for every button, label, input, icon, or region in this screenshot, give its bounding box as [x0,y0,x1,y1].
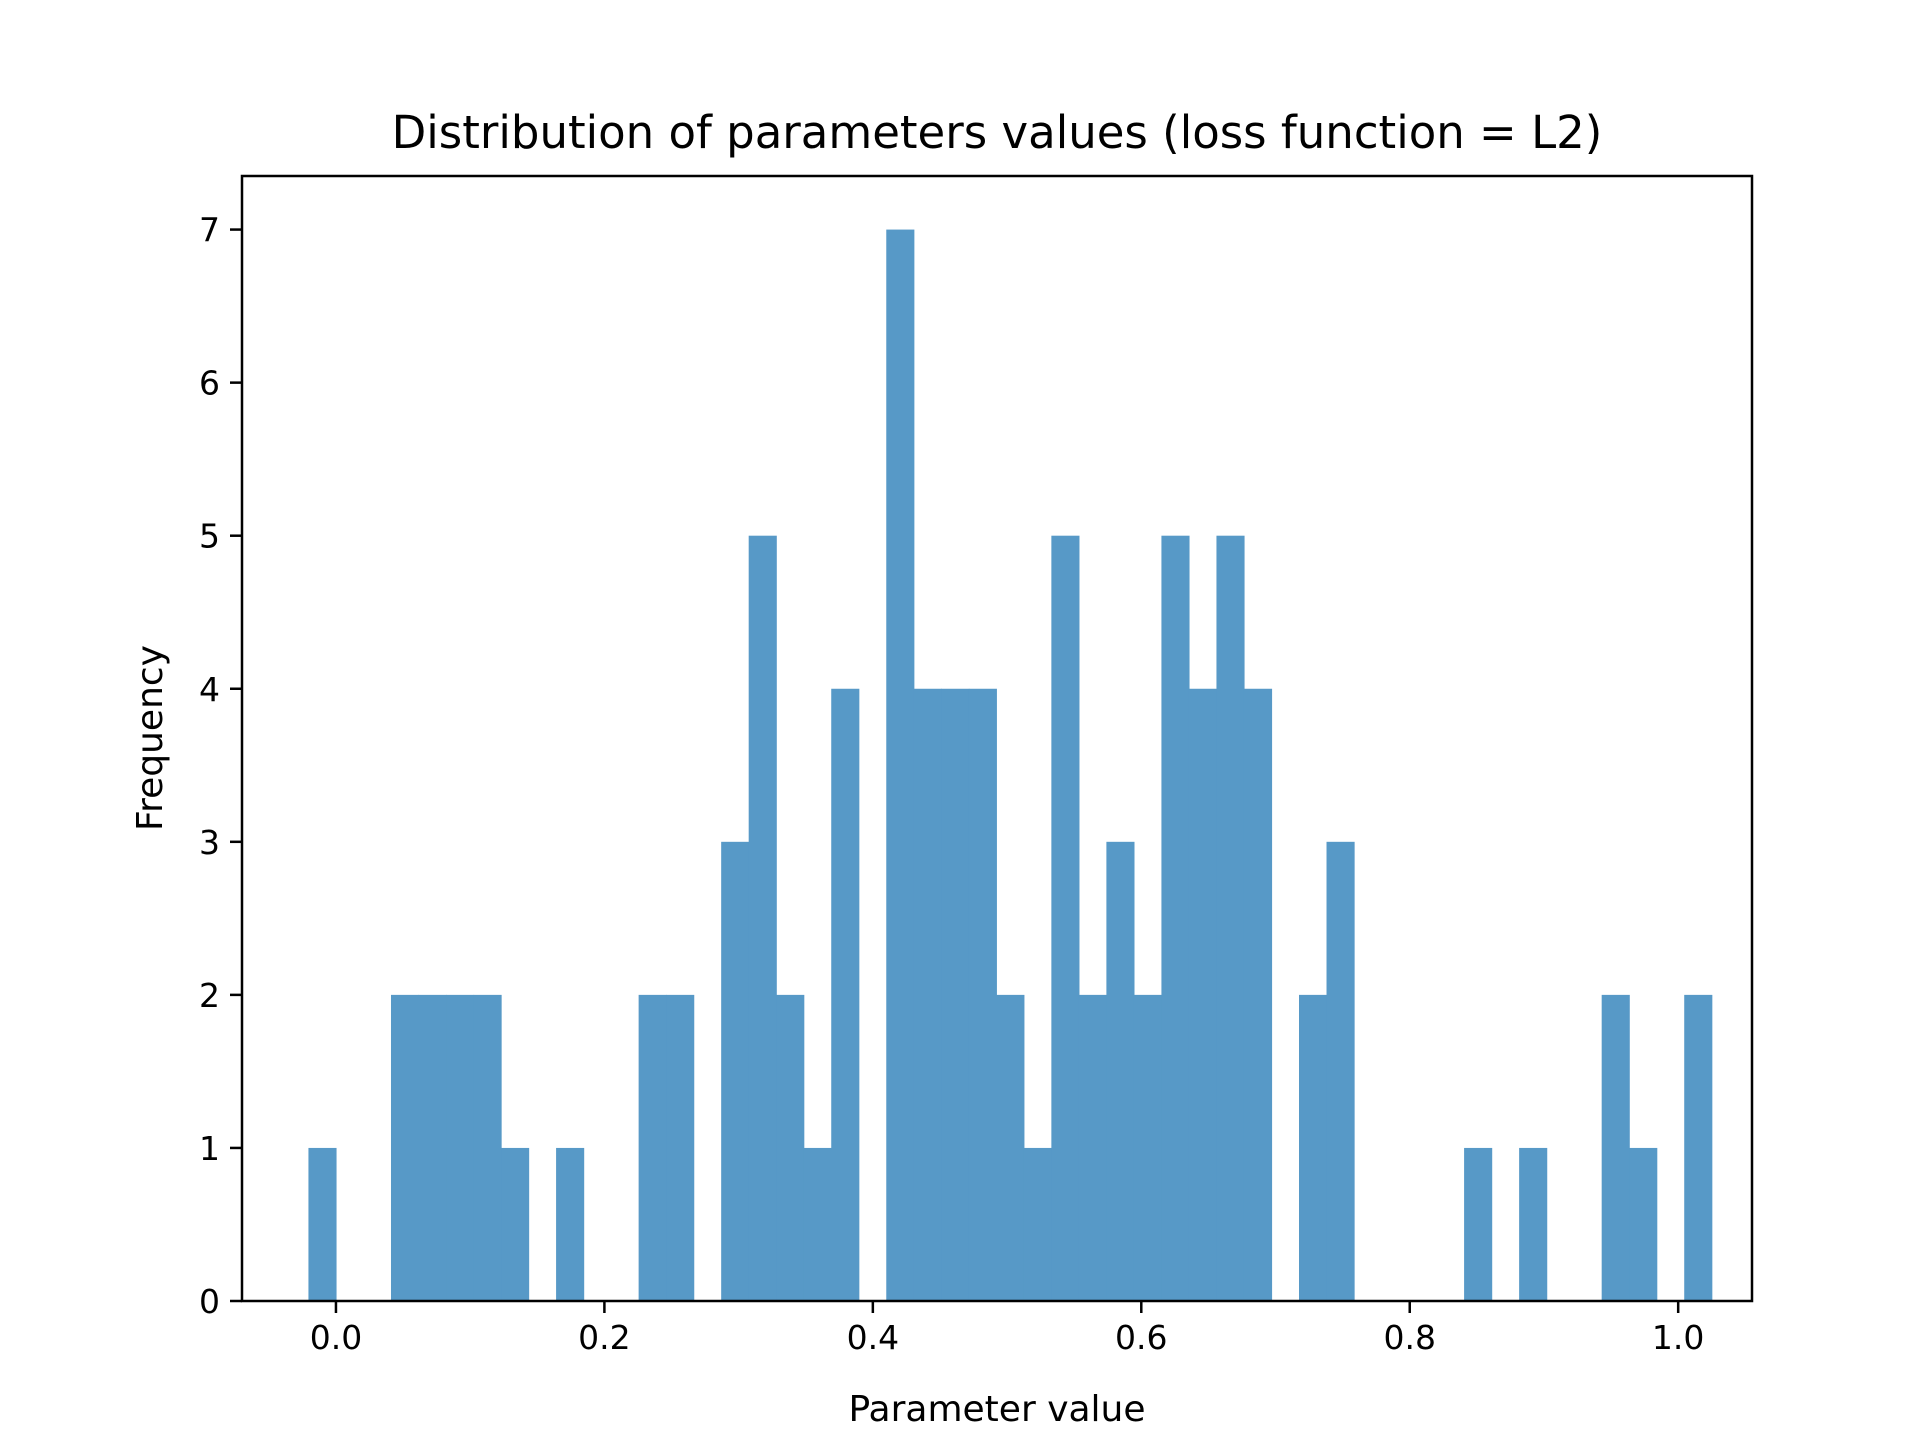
histogram-bar [1051,535,1080,1301]
histogram-bar [1519,1147,1548,1301]
histogram-bar [1684,994,1713,1301]
histogram-bar [996,994,1025,1301]
histogram-bar [390,994,420,1301]
histogram-bar [1216,535,1245,1301]
histogram-bar [1629,1147,1658,1301]
histogram-bar [666,994,695,1301]
y-tick-label: 1 [199,1129,220,1168]
histogram-bar [1078,994,1107,1301]
x-tick-label: 0.4 [847,1318,899,1357]
histogram-bar [776,994,805,1301]
histogram-bar [748,535,777,1301]
histogram-bar [308,1147,337,1301]
histogram-bar [418,994,447,1301]
x-tick-label: 0.6 [1115,1318,1167,1357]
histogram-bar [446,994,475,1301]
y-tick-label: 4 [199,670,220,709]
x-tick-label: 1.0 [1652,1318,1704,1357]
histogram-bar [556,1147,585,1301]
histogram-bar [501,1147,530,1301]
histogram-bar [1161,535,1190,1301]
y-axis-ticks: 0 1 2 3 4 5 6 7 [199,211,242,1321]
y-axis-title: Frequency [130,645,171,831]
histogram-bar [638,994,667,1301]
y-tick-label: 6 [199,364,220,403]
histogram-bar [1326,841,1355,1301]
histogram-bar [1299,994,1328,1301]
histogram-bar [1106,841,1135,1301]
y-tick-label: 7 [199,211,220,250]
x-tick-label: 0.0 [310,1318,362,1357]
histogram-bar [1023,1147,1052,1301]
x-tick-label: 0.2 [578,1318,630,1357]
histogram-bar [1464,1147,1493,1301]
x-axis-title: Parameter value [848,1389,1145,1430]
histogram-bar [1243,688,1273,1301]
histogram-bar [1133,994,1163,1301]
histogram-bar [886,229,915,1302]
histogram-bar [473,994,502,1301]
histogram-bar [913,688,942,1301]
y-tick-label: 3 [199,823,220,862]
histogram-bar [1188,688,1218,1301]
y-tick-label: 5 [199,517,220,556]
histogram-bar [941,688,970,1301]
histogram-bar [1601,994,1630,1301]
axes-frame [240,174,1754,1303]
y-tick-label: 2 [199,976,220,1015]
x-tick-label: 0.8 [1383,1318,1435,1357]
bars-group [308,229,1713,1302]
x-axis-ticks: 0.0 0.2 0.4 0.6 0.8 1.0 [310,1301,1704,1357]
chart-title: Distribution of parameters values (loss … [392,106,1603,159]
histogram-bar [721,841,750,1301]
histogram-bar [968,688,997,1301]
histogram-bar [803,1147,832,1301]
histogram-bar [831,688,860,1301]
y-tick-label: 0 [199,1282,220,1321]
